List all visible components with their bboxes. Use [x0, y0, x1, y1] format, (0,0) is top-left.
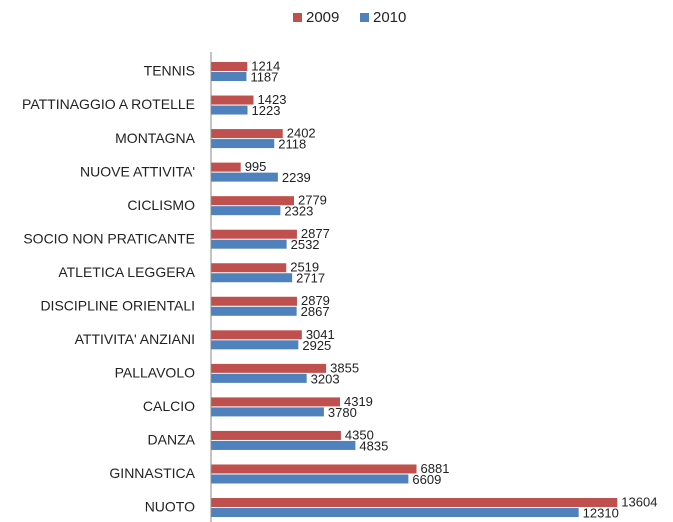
- data-label: 4350: [345, 427, 374, 442]
- category-label: PATTINAGGIO A ROTELLE: [22, 96, 195, 112]
- category-label: GINNASTICA: [109, 465, 195, 481]
- data-label: 6609: [412, 472, 441, 487]
- data-label: 995: [245, 159, 267, 174]
- data-label: 2779: [298, 193, 327, 208]
- data-label: 2867: [301, 304, 330, 319]
- bar: [211, 498, 618, 508]
- bar: [211, 72, 247, 81]
- data-label: 2879: [301, 293, 330, 308]
- bar: [211, 162, 241, 172]
- bar: [211, 95, 254, 105]
- category-label: NUOTO: [145, 499, 195, 515]
- legend-label: 2010: [373, 9, 406, 26]
- data-label: 4835: [359, 438, 388, 453]
- bar: [211, 508, 579, 518]
- bar: [211, 62, 248, 71]
- bar: [211, 407, 324, 417]
- category-label: PALLAVOLO: [115, 365, 196, 381]
- category-label: ATLETICA LEGGERA: [58, 264, 195, 280]
- category-label: CICLISMO: [127, 197, 195, 213]
- category-label: ATTIVITA' ANZIANI: [75, 331, 195, 347]
- category-label: NUOVE ATTIVITA': [80, 163, 195, 179]
- category-label: DANZA: [148, 432, 196, 448]
- bar: [211, 239, 287, 249]
- legend-label: 2009: [306, 9, 339, 26]
- legend-swatch: [360, 13, 369, 22]
- data-label: 2877: [301, 226, 330, 241]
- data-label: 1423: [258, 92, 287, 107]
- bar: [211, 373, 307, 383]
- bar: [211, 129, 283, 139]
- bar: [211, 296, 297, 306]
- bar: [211, 397, 340, 407]
- bar: [211, 430, 341, 440]
- data-label: 2118: [278, 137, 306, 152]
- bar: [211, 273, 293, 283]
- bar: [211, 105, 248, 115]
- data-label: 3855: [330, 360, 359, 375]
- bar: [211, 229, 297, 239]
- data-label: 2717: [296, 271, 325, 286]
- data-label: 2323: [284, 204, 313, 219]
- legend-swatch: [293, 13, 302, 22]
- data-label: 4319: [344, 394, 373, 409]
- bar: [211, 474, 409, 484]
- bar: [211, 206, 281, 216]
- data-label: 2925: [302, 338, 331, 353]
- bar: [211, 440, 356, 450]
- bar: [211, 139, 275, 149]
- data-label: 2239: [282, 170, 311, 185]
- data-label: 12310: [583, 505, 619, 520]
- data-label: 2402: [287, 126, 316, 141]
- category-label: TENNIS: [144, 63, 195, 79]
- data-label: 3780: [328, 405, 357, 420]
- data-label: 1187: [250, 69, 278, 84]
- category-label: DISCIPLINE ORIENTALI: [40, 297, 195, 313]
- data-label: 1223: [252, 103, 281, 118]
- data-label: 13604: [621, 494, 657, 509]
- category-label: MONTAGNA: [115, 130, 196, 146]
- data-label: 1214: [251, 58, 280, 73]
- data-label: 2519: [290, 260, 319, 275]
- bar: [211, 464, 417, 474]
- bar: [211, 196, 294, 206]
- bar: [211, 263, 287, 273]
- data-label: 3203: [311, 371, 340, 386]
- category-label: SOCIO NON PRATICANTE: [23, 230, 195, 246]
- data-label: 2532: [291, 237, 320, 252]
- category-label: CALCIO: [143, 398, 195, 414]
- bar: [211, 172, 278, 182]
- bar: [211, 330, 302, 340]
- bar: [211, 340, 299, 350]
- bar: [211, 306, 297, 316]
- bar: [211, 363, 327, 373]
- data-label: 3041: [306, 327, 335, 342]
- data-label: 6881: [421, 461, 450, 476]
